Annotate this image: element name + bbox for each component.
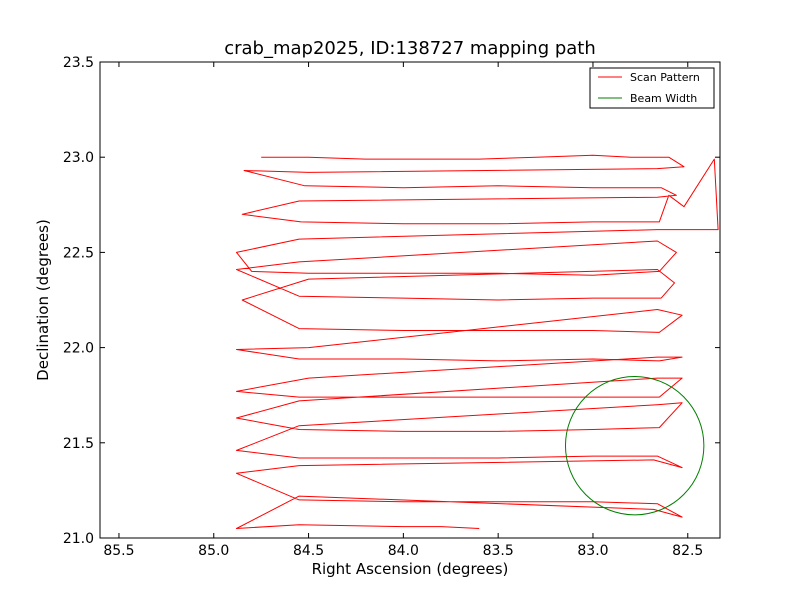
y-axis-label: Declination (degrees) [34,219,52,381]
legend: Scan Pattern Beam Width [589,67,715,109]
x-tick-label: 82.5 [672,543,703,559]
series-scan-pattern [236,154,719,529]
x-tick-label: 83.0 [577,543,608,559]
y-tick-label: 21.0 [63,531,94,547]
y-axis: 21.0 21.5 22.0 22.5 23.0 23.5 [63,55,720,547]
x-axis: 85.5 85.0 84.5 84.0 83.5 83.0 82.5 [103,62,703,559]
y-tick-label: 23.0 [63,150,94,166]
legend-label-scan-pattern: Scan Pattern [630,71,700,84]
x-axis-label: Right Ascension (degrees) [312,560,509,578]
chart-title: crab_map2025, ID:138727 mapping path [224,38,596,59]
y-tick-label: 22.0 [63,341,94,357]
x-tick-label: 83.5 [483,543,514,559]
x-tick-label: 84.0 [388,543,419,559]
y-tick-label: 23.5 [63,55,94,71]
x-tick-label: 85.0 [198,543,229,559]
y-tick-label: 22.5 [63,245,94,261]
x-tick-label: 85.5 [103,543,134,559]
legend-box [589,67,715,109]
series-beam-width [564,375,705,516]
plot-frame [99,61,721,539]
legend-label-beam-width: Beam Width [630,92,697,105]
x-tick-label: 84.5 [293,543,324,559]
y-tick-label: 21.5 [63,436,94,452]
series-layer [236,154,719,529]
